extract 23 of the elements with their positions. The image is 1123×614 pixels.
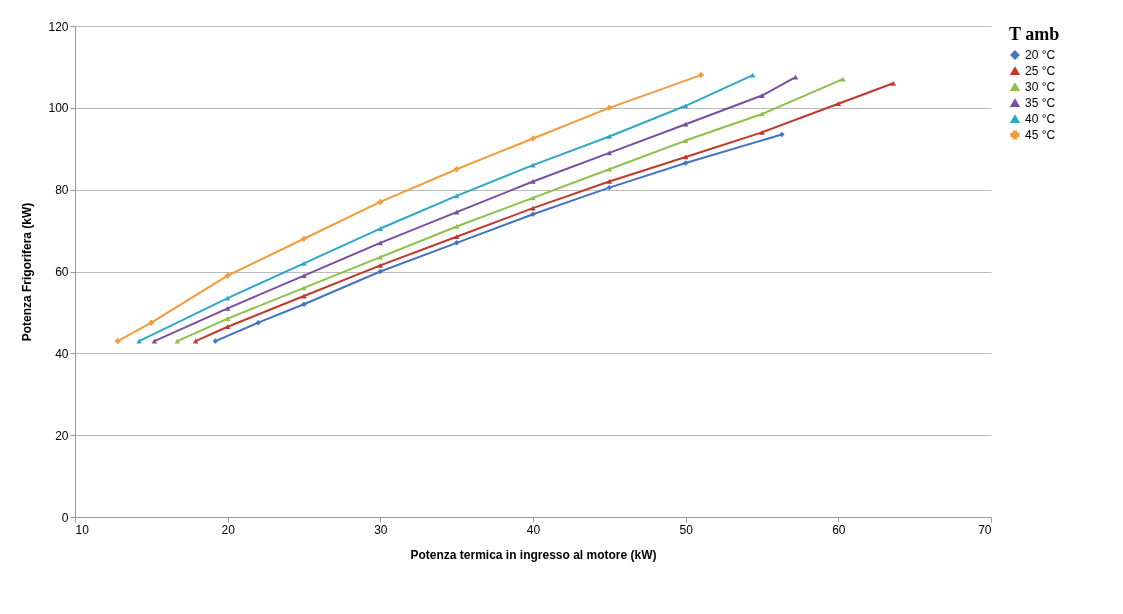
y-tick-label: 60 bbox=[55, 265, 69, 279]
x-axis-title: Potenza termica in ingresso al motore (kW) bbox=[410, 547, 657, 562]
y-tick-label: 0 bbox=[61, 510, 69, 525]
legend-label: 25 °C bbox=[1025, 64, 1056, 78]
y-tick-label: 100 bbox=[48, 101, 69, 116]
y-tick-label: 20 bbox=[55, 428, 69, 443]
x-tick-label: 60 bbox=[832, 522, 846, 537]
legend-title: T amb bbox=[1009, 24, 1060, 44]
x-tick-label: 70 bbox=[978, 522, 992, 537]
x-tick-label: 30 bbox=[374, 522, 388, 537]
legend-label: 45 °C bbox=[1025, 128, 1056, 142]
legend-label: 35 °C bbox=[1025, 96, 1056, 110]
x-tick-label: 40 bbox=[526, 522, 541, 537]
y-tick-label: 40 bbox=[55, 346, 69, 361]
legend-label: 20 °C bbox=[1025, 48, 1056, 62]
x-tick-label: 20 bbox=[221, 522, 236, 537]
y-axis-title: Potenza Frigorifera (kW) bbox=[20, 202, 35, 342]
x-tick-label: 50 bbox=[679, 522, 694, 537]
legend-label: 40 °C bbox=[1025, 112, 1056, 126]
x-tick-label: 10 bbox=[75, 522, 90, 537]
legend-label: 30 °C bbox=[1025, 80, 1056, 94]
y-tick-label: 80 bbox=[55, 183, 69, 198]
y-tick-label: 120 bbox=[48, 19, 69, 34]
